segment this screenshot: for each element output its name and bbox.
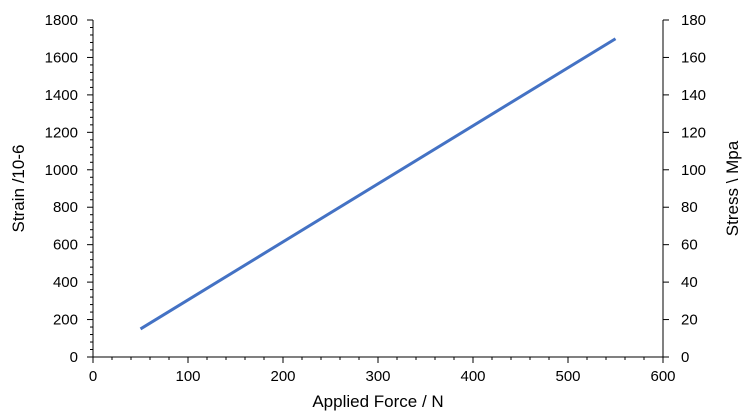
y-tick-label: 800 — [53, 199, 78, 216]
x-tick-label: 500 — [555, 368, 580, 385]
x-tick-label: 0 — [89, 368, 97, 385]
y-tick-label: 1600 — [45, 49, 78, 66]
y-tick-label: 1200 — [45, 124, 78, 141]
x-tick-label: 200 — [270, 368, 295, 385]
y2-tick-label: 100 — [681, 162, 706, 179]
x-tick-label: 300 — [365, 368, 390, 385]
y-tick-label: 400 — [53, 274, 78, 291]
tick-labels-group: 0 100 200 300 400 500 600020040060080010001200… — [45, 12, 706, 385]
x-axis-title: Applied Force / N — [312, 392, 443, 411]
x-tick-label: 400 — [460, 368, 485, 385]
y2-tick-label: 0 — [681, 349, 689, 366]
y-tick-label: 1800 — [45, 12, 78, 29]
y2-tick-label: 180 — [681, 12, 706, 29]
y-tick-label: 200 — [53, 312, 78, 329]
y-axis-title: Strain /10-6 — [9, 145, 28, 233]
x-tick-label: 100 — [175, 368, 200, 385]
y-tick-label: 0 — [70, 349, 78, 366]
series-line-1 — [139, 37, 617, 331]
y2-tick-label: 20 — [681, 312, 698, 329]
y2-tick-label: 60 — [681, 237, 698, 254]
y2-tick-label: 160 — [681, 49, 706, 66]
y2-tick-label: 80 — [681, 199, 698, 216]
y-tick-label: 1400 — [45, 87, 78, 104]
y-tick-label: 600 — [53, 237, 78, 254]
y2-axis-title: Stress \ Mpa — [723, 140, 742, 236]
y2-tick-label: 140 — [681, 87, 706, 104]
x-tick-label: 600 — [650, 368, 675, 385]
series-group — [139, 37, 617, 331]
y2-tick-label: 40 — [681, 274, 698, 291]
ticks-group — [87, 19, 669, 363]
y-tick-label: 1000 — [45, 162, 78, 179]
y2-tick-label: 120 — [681, 124, 706, 141]
